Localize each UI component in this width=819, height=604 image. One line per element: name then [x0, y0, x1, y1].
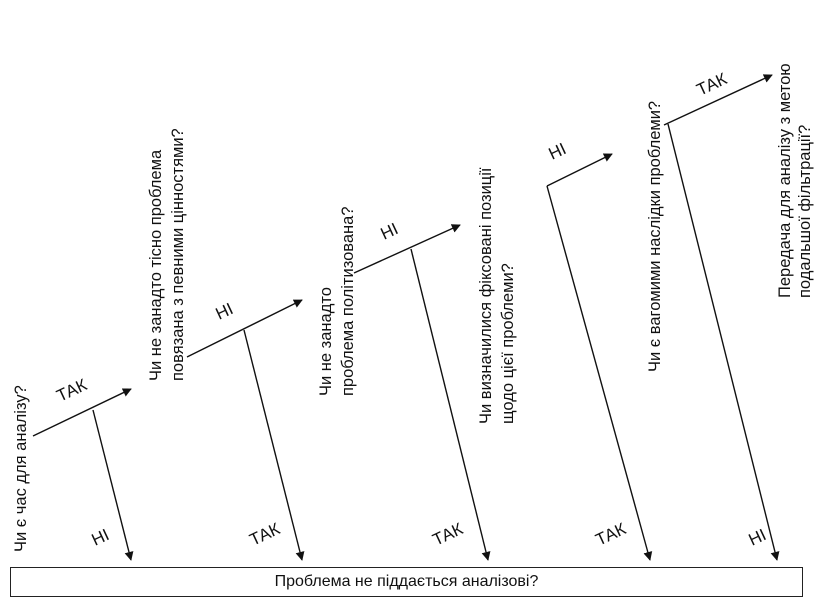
question-3-line-1: Чи не занадто — [317, 287, 335, 396]
step-arrow-5 — [663, 74, 773, 126]
question-1: Чи є час для аналізу? — [12, 385, 30, 552]
step-arrow-2 — [186, 299, 303, 358]
exit-label-4: ТАК — [593, 519, 629, 549]
exit-label-3: ТАК — [430, 519, 466, 549]
step-arrow-4 — [546, 153, 613, 187]
question-4-line-1: Чи визначилися фіксовані позиції — [477, 167, 495, 424]
result-box-text: Проблема не піддається аналізові? — [274, 573, 539, 590]
exit-arrow-1 — [92, 409, 134, 561]
step-label-2: НІ — [213, 299, 236, 323]
step-label-3: НІ — [378, 219, 401, 243]
step-label-1: ТАК — [54, 375, 90, 405]
exit-arrow-4 — [546, 185, 653, 561]
question-5: Чи є вагомими наслідки проблеми? — [646, 101, 664, 372]
exit-label-2: ТАК — [247, 519, 283, 549]
step-label-5: ТАК — [694, 69, 730, 99]
question-6-line-1: Передача для аналізу з метою — [776, 63, 794, 298]
exit-arrow-3 — [410, 248, 491, 561]
question-2: Чи не занадто тісно проблема повязана з … — [147, 128, 187, 381]
step-arrow-3 — [353, 224, 461, 274]
question-6-line-2: подальшої фільтрації? — [796, 125, 814, 298]
question-2-line-2: повязана з певними цінностями? — [169, 128, 187, 381]
exit-label-5: НІ — [746, 525, 769, 549]
exit-label-1: НІ — [89, 525, 112, 549]
question-6: Передача для аналізу з метою подальшої ф… — [776, 63, 814, 298]
result-box: Проблема не піддається аналізові? — [10, 567, 803, 597]
question-4-line-2: щодо цієї проблеми? — [499, 263, 517, 424]
question-3-line-2: проблема політизована? — [339, 206, 357, 396]
question-2-line-1: Чи не занадто тісно проблема — [147, 149, 165, 381]
step-arrow-1 — [32, 388, 132, 437]
exit-arrow-5 — [667, 123, 780, 561]
question-3: Чи не занадто проблема політизована? — [317, 206, 357, 396]
question-4: Чи визначилися фіксовані позиції щодо ці… — [477, 167, 517, 424]
question-1-line-1: Чи є час для аналізу? — [12, 385, 30, 552]
exit-arrow-2 — [243, 329, 305, 561]
question-5-line-1: Чи є вагомими наслідки проблеми? — [646, 101, 664, 372]
step-label-4: НІ — [546, 139, 569, 163]
